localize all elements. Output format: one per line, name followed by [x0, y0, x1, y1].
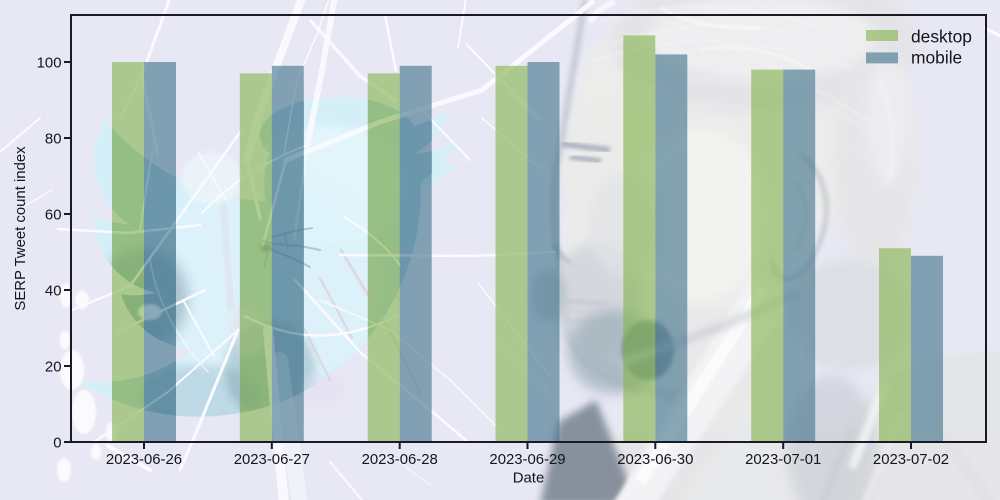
- svg-text:mobile: mobile: [911, 48, 962, 68]
- svg-text:100: 100: [37, 56, 62, 72]
- svg-text:40: 40: [45, 284, 62, 300]
- svg-text:Date: Date: [513, 470, 544, 486]
- svg-text:80: 80: [45, 132, 62, 148]
- svg-text:2023-06-28: 2023-06-28: [362, 452, 438, 468]
- svg-text:60: 60: [45, 208, 62, 224]
- svg-text:2023-06-26: 2023-06-26: [106, 452, 182, 468]
- svg-text:2023-07-01: 2023-07-01: [745, 452, 821, 468]
- svg-text:2023-06-30: 2023-06-30: [617, 452, 693, 468]
- svg-text:desktop: desktop: [911, 27, 972, 47]
- svg-text:20: 20: [45, 360, 62, 376]
- svg-text:2023-06-27: 2023-06-27: [234, 452, 310, 468]
- svg-text:SERP Tweet count index: SERP Tweet count index: [13, 146, 29, 311]
- svg-text:2023-07-02: 2023-07-02: [873, 452, 949, 468]
- svg-text:0: 0: [53, 436, 61, 452]
- svg-text:2023-06-29: 2023-06-29: [489, 452, 565, 468]
